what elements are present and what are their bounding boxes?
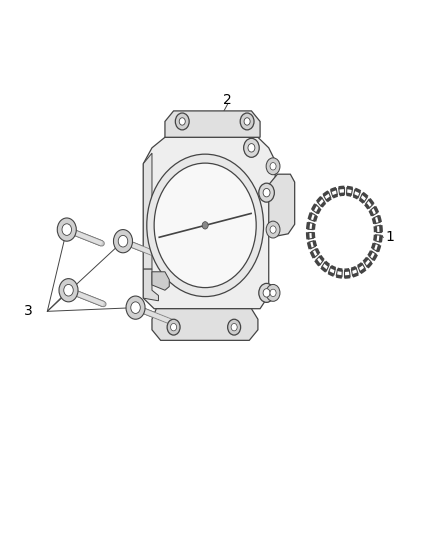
Circle shape xyxy=(231,324,237,331)
Circle shape xyxy=(240,113,254,130)
Polygon shape xyxy=(143,153,152,269)
Circle shape xyxy=(202,222,208,229)
Circle shape xyxy=(57,218,76,241)
Text: 1: 1 xyxy=(385,230,394,245)
Circle shape xyxy=(170,324,177,331)
Polygon shape xyxy=(165,111,260,138)
Polygon shape xyxy=(143,269,159,301)
Circle shape xyxy=(263,289,270,297)
Circle shape xyxy=(167,319,180,335)
Circle shape xyxy=(131,302,140,313)
Circle shape xyxy=(307,187,382,278)
Circle shape xyxy=(270,289,276,296)
Circle shape xyxy=(266,285,280,301)
Circle shape xyxy=(113,230,133,253)
Circle shape xyxy=(270,226,276,233)
Circle shape xyxy=(270,163,276,170)
Circle shape xyxy=(248,143,255,152)
Circle shape xyxy=(244,118,250,125)
Polygon shape xyxy=(152,309,258,341)
Circle shape xyxy=(118,236,128,247)
Circle shape xyxy=(147,154,264,296)
Polygon shape xyxy=(269,174,295,236)
Circle shape xyxy=(62,224,71,236)
Circle shape xyxy=(59,279,78,302)
Circle shape xyxy=(259,284,274,302)
Circle shape xyxy=(179,118,185,125)
Polygon shape xyxy=(143,138,275,309)
Text: 3: 3 xyxy=(25,304,33,318)
Circle shape xyxy=(228,319,240,335)
Circle shape xyxy=(244,139,259,157)
Circle shape xyxy=(263,189,270,197)
Circle shape xyxy=(266,158,280,175)
Circle shape xyxy=(175,113,189,130)
Circle shape xyxy=(126,296,145,319)
Circle shape xyxy=(64,285,73,296)
Circle shape xyxy=(154,163,256,288)
Circle shape xyxy=(266,221,280,238)
Text: 2: 2 xyxy=(223,93,232,107)
Polygon shape xyxy=(152,272,169,290)
Circle shape xyxy=(259,183,274,202)
